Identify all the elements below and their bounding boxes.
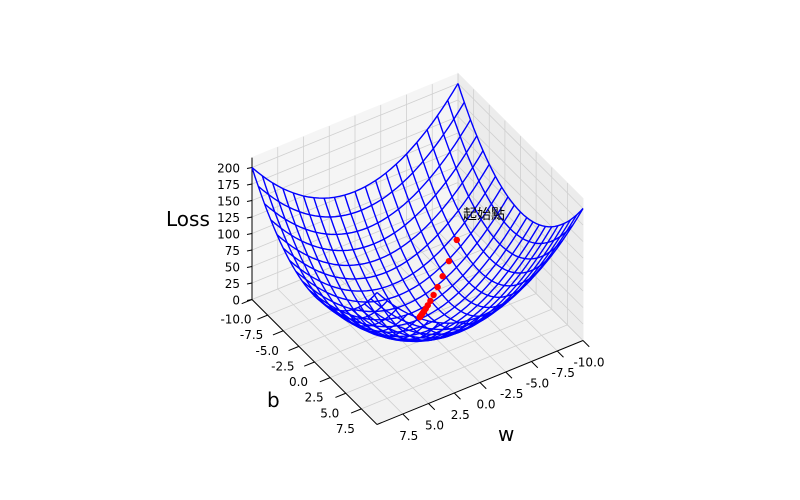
z-tick-label: 200 [217,162,240,176]
wall-grid-z [251,165,459,251]
wireframe-line-b [251,83,459,199]
b-tick-mark [288,345,300,352]
z-tick-mark [246,183,253,186]
wireframe-line-b [289,176,497,292]
floor-grid-b [267,230,474,316]
path-point [453,236,460,244]
b-tick-label: -10.0 [220,313,251,327]
wireframe [251,83,584,343]
wall-grid-z [457,83,584,209]
w-tick-label: 5.0 [425,419,444,433]
z-tick-label: 125 [217,211,240,225]
w-tick-mark [453,392,461,400]
z-tick-label: 75 [225,244,240,258]
y-axis-label: b [267,388,280,412]
b-tick-label: -2.5 [271,359,294,373]
wall-grid-z [251,83,459,168]
w-tick-mark [479,382,487,390]
floor-grid-b [283,246,490,332]
b-tick-mark [272,330,284,336]
wall-grid-z [457,116,584,242]
w-tick-label: 7.5 [399,429,418,443]
b-tick-label: 2.5 [305,391,324,405]
tick-labels: -10.0-7.5-5.0-2.50.02.55.07.5-10.0-7.5-5… [217,162,604,444]
wall-grid-z [457,215,584,341]
x-axis-label: w [498,422,514,446]
z-tick-label: 175 [217,178,240,192]
b-tick-mark [257,314,268,320]
axis-lines [241,157,590,425]
b-tick-label: 5.0 [320,406,339,420]
z-tick-mark [246,266,253,268]
z-tick-mark [246,249,253,252]
wall-grid-z [251,132,459,218]
z-axis-label: Loss [166,207,210,231]
wall-grid-z [251,198,459,284]
z-tick-label: 50 [225,261,240,275]
z-tick-label: 100 [217,228,240,242]
z-tick-mark [246,299,253,301]
z-tick-label: 150 [217,195,240,209]
wireframe-line-b [282,163,490,280]
wireframe-line-b [357,223,565,339]
w-tick-label: -10.0 [573,356,604,370]
wall-grid-z [251,99,459,185]
floor-grid-b [361,324,568,410]
axis-panes [251,72,584,426]
path-point [430,291,437,299]
w-tick-mark [402,413,410,421]
b-tick-label: -7.5 [240,328,263,342]
wireframe-line-b [301,196,509,313]
z-tick-mark [246,216,253,219]
path-point [416,314,423,321]
floor-grid-b [345,308,552,394]
b-tick-label: 0.0 [289,375,308,389]
path-point [445,257,453,265]
w-tick-mark [582,340,590,348]
w-tick-mark [505,371,513,379]
w-tick-label: 2.5 [451,408,470,422]
w-tick-mark [428,403,436,411]
z-tick-label: 0 [232,294,240,308]
b-tick-mark [335,392,346,398]
wireframe-line-b [332,224,540,341]
z-tick-mark [246,200,253,202]
path-point [439,273,446,280]
b-tick-label: -5.0 [256,344,279,358]
wall-grid-z [457,99,584,226]
b-tick-label: 7.5 [336,422,355,436]
b-tick-mark [304,361,315,367]
wall-grid-z [251,116,459,201]
w-tick-label: 0.0 [476,398,495,412]
start-point-annotation: 起始點 [463,207,505,223]
w-tick-label: -2.5 [500,387,523,401]
z-tick-mark [246,233,253,235]
z-tick-mark [246,167,253,169]
z-tick-mark [246,282,253,285]
wireframe-line-b [257,101,465,218]
wireframe-line-b [376,208,584,324]
wireframe-line-b [364,219,572,336]
wall-grid-z [457,198,584,325]
wireframe-line-b [270,135,478,252]
gradient-descent-path [416,236,460,321]
wireframe-line-b [307,204,515,321]
w-tick-mark [556,350,564,358]
path-point [434,283,441,291]
wireframe-line-b [370,214,578,331]
wireframe-line-b [295,186,503,303]
wireframe-line-b [276,150,484,267]
floor-grid-b [329,293,537,378]
b-tick-mark [350,408,362,414]
wireframe-line-b [264,119,472,236]
z-tick-label: 25 [225,277,240,291]
w-tick-mark [531,361,539,369]
b-tick-mark [319,377,331,383]
w-tick-label: -5.0 [526,377,549,391]
w-tick-label: -7.5 [552,366,575,380]
floor-grid-b [298,262,506,347]
